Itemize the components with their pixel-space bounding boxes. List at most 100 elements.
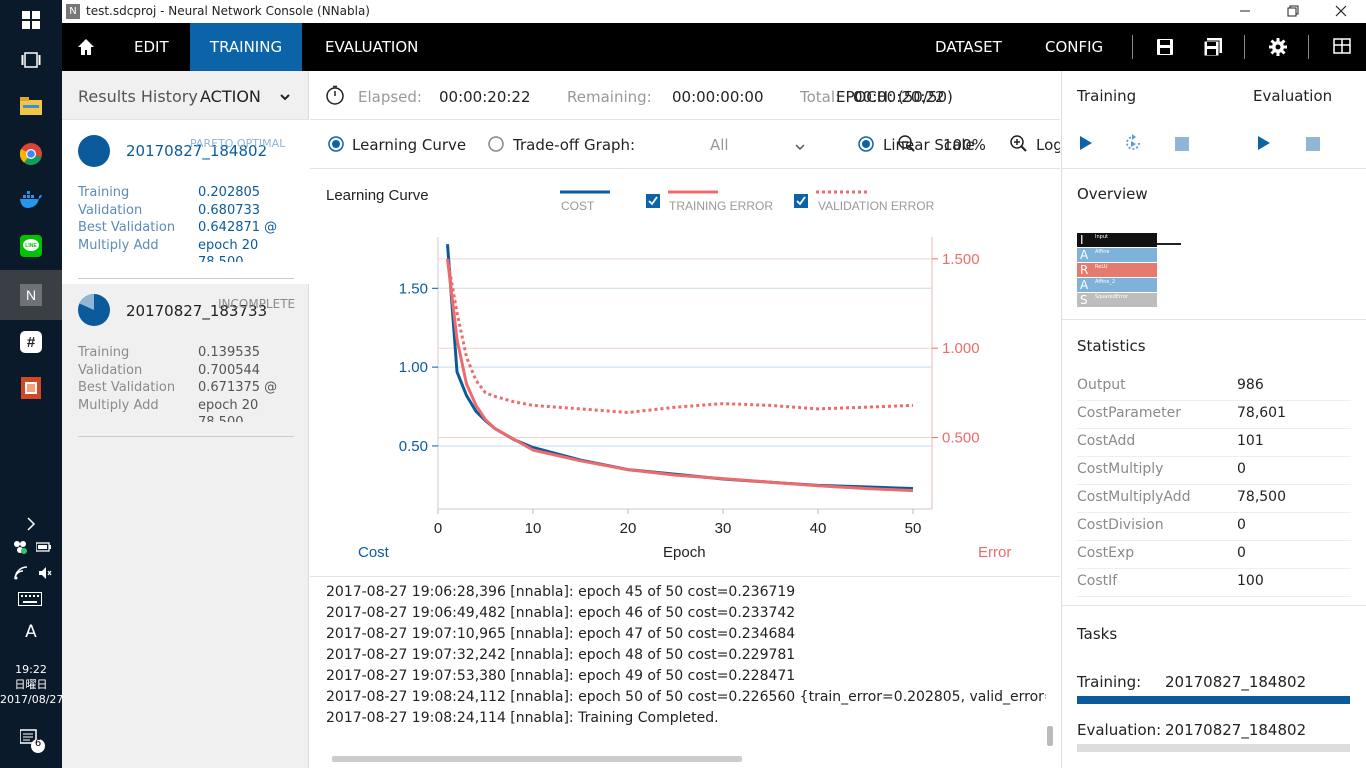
label-training: Training (78, 185, 130, 200)
stat-row: CostAdd 101 (1077, 429, 1351, 457)
chevron-down-icon[interactable] (279, 88, 291, 107)
minimize-icon[interactable] (1238, 4, 1252, 21)
eval-stop-icon[interactable] (1306, 136, 1320, 155)
eval-play-icon[interactable] (1257, 135, 1271, 155)
home-button[interactable] (64, 23, 108, 71)
result-card[interactable]: 20170827_183733 INCOMPLETE Training Vali… (62, 284, 309, 444)
window-title: test.sdcproj - Neural Network Console (N… (86, 4, 370, 18)
save-icon[interactable] (1156, 38, 1174, 60)
network-layer[interactable]: I Input (1077, 233, 1157, 248)
chevron-down-icon[interactable] (794, 138, 806, 157)
connector-line (1157, 243, 1181, 245)
zoom-out-icon[interactable] (898, 135, 916, 157)
layer-name: ReLU (1095, 264, 1108, 270)
label-best-validation: Best Validation (78, 220, 176, 235)
linear-scale-label[interactable]: Linear Scale (883, 136, 975, 154)
remaining-label: Remaining: (567, 88, 652, 106)
layer-name: Affine_2 (1095, 279, 1116, 285)
result-labels: Training Validation Best Validation Mult… (78, 184, 175, 254)
y2-tick-label: 0.500 (942, 430, 980, 447)
tab-edit[interactable]: EDIT (134, 38, 169, 56)
checkbox-training-error[interactable] (646, 194, 660, 208)
line-app-icon[interactable]: LINE (0, 222, 62, 270)
action-dropdown[interactable]: ACTION (200, 87, 261, 106)
y-tick-label: 1.00 (399, 359, 428, 376)
presentation-app-icon[interactable] (0, 364, 62, 412)
tab-training[interactable]: TRAINING (190, 23, 302, 71)
clock[interactable]: 19:22 日曜日 2017/08/27 (0, 662, 63, 707)
network-layer[interactable]: A Affine_2 (1077, 278, 1157, 293)
stat-row: CostMultiplyAdd 78,500 (1077, 485, 1351, 513)
stat-value: 100 (1237, 573, 1264, 589)
stat-row: CostIf 100 (1077, 569, 1351, 597)
learning-curve-label[interactable]: Learning Curve (352, 136, 467, 154)
result-card[interactable]: 20170827_184802 PARETO OPTIMAL Training … (62, 120, 309, 284)
notification-center-icon[interactable]: 6 (19, 728, 46, 758)
stat-row: CostDivision 0 (1077, 513, 1351, 541)
layer-letter: R (1080, 263, 1089, 277)
log-vertical-scrollbar[interactable] (1047, 726, 1053, 746)
legend: COST TRAINING ERROR VALIDATION ERROR (560, 190, 935, 213)
train-stop-icon[interactable] (1175, 136, 1189, 155)
app-logo-icon: N (66, 4, 80, 19)
chrome-icon[interactable] (0, 130, 62, 178)
legend-validation-error: VALIDATION ERROR (818, 199, 935, 213)
divider (78, 278, 294, 279)
radio-linear-scale[interactable] (858, 136, 874, 156)
log-line: 2017-08-27 19:06:28,396 [nnabla]: epoch … (326, 584, 796, 600)
network-layer[interactable]: A Affine (1077, 248, 1157, 263)
train-play-icon[interactable] (1079, 135, 1093, 155)
log-line: 2017-08-27 19:07:10,965 [nnabla]: epoch … (326, 626, 796, 642)
menu-divider (1132, 35, 1133, 59)
log-horizontal-scrollbar[interactable] (332, 756, 742, 762)
tray-status-icons[interactable] (12, 540, 52, 556)
checkbox-validation-error[interactable] (794, 194, 808, 208)
close-icon[interactable] (1334, 4, 1348, 21)
task-training-value: 20170827_184802 (1165, 673, 1307, 691)
tradeoff-label[interactable]: Trade-off Graph: (513, 136, 636, 154)
menu-divider (1308, 35, 1309, 59)
stat-value: 78,601 (1237, 405, 1286, 421)
tab-dataset[interactable]: DATASET (935, 38, 1002, 56)
zoom-in-icon[interactable] (1010, 135, 1028, 157)
layout-grid-icon[interactable] (1333, 38, 1351, 58)
gear-icon[interactable] (1269, 38, 1287, 60)
task-view-icon[interactable] (0, 38, 62, 82)
task-evaluation-value: 20170827_184802 (1165, 721, 1307, 739)
radio-tradeoff[interactable] (488, 136, 504, 156)
save-as-icon[interactable] (1203, 38, 1222, 60)
file-explorer-icon[interactable] (0, 82, 62, 130)
log-line: 2017-08-27 19:07:53,380 [nnabla]: epoch … (326, 668, 796, 684)
tradeoff-select[interactable]: All (710, 136, 729, 154)
label-best-validation: Best Validation (78, 380, 176, 395)
network-layer[interactable]: R ReLU (1077, 263, 1157, 278)
log-scale-option[interactable]: Log (1036, 136, 1060, 154)
tasks-title: Tasks (1077, 625, 1118, 643)
restore-icon[interactable] (1286, 4, 1300, 21)
tray-network-volume[interactable] (14, 566, 54, 582)
windows-start-icon[interactable] (0, 0, 62, 40)
x-tick-label: 20 (620, 520, 637, 537)
value-best-validation: 0.642871 @ (198, 220, 278, 235)
tab-config[interactable]: CONFIG (1045, 38, 1104, 56)
retrain-icon[interactable] (1123, 133, 1143, 157)
nnabla-app-icon[interactable]: N (0, 270, 62, 320)
results-history-panel: Results History ACTION 20170827_184802 P… (62, 71, 309, 768)
label-validation: Validation (78, 362, 143, 378)
slack-icon[interactable]: # (0, 318, 62, 366)
docker-icon[interactable] (0, 176, 62, 224)
x-axis-label: Epoch (663, 544, 706, 561)
stat-row: Output 986 (1077, 373, 1351, 401)
tab-evaluation[interactable]: EVALUATION (325, 38, 419, 56)
keyboard-icon[interactable] (18, 591, 42, 610)
radio-learning-curve[interactable] (328, 136, 344, 156)
results-history-title: Results History (78, 87, 198, 106)
ime-indicator[interactable]: A (25, 622, 37, 642)
show-hidden-icons-icon[interactable] (0, 500, 62, 548)
stat-value: 78,500 (1237, 489, 1286, 505)
network-overview-thumbnail[interactable]: I Input A Affine R ReLU A Affine_2 S SquaredError (1077, 233, 1157, 308)
elapsed-value: 00:00:20:22 (439, 88, 531, 106)
overview-section: Overview I Input A Affine R ReLU A Affine_2 S Squ… (1062, 169, 1366, 320)
network-layer[interactable]: S SquaredError (1077, 293, 1157, 308)
value-best-validation: 0.671375 @ (198, 380, 278, 395)
